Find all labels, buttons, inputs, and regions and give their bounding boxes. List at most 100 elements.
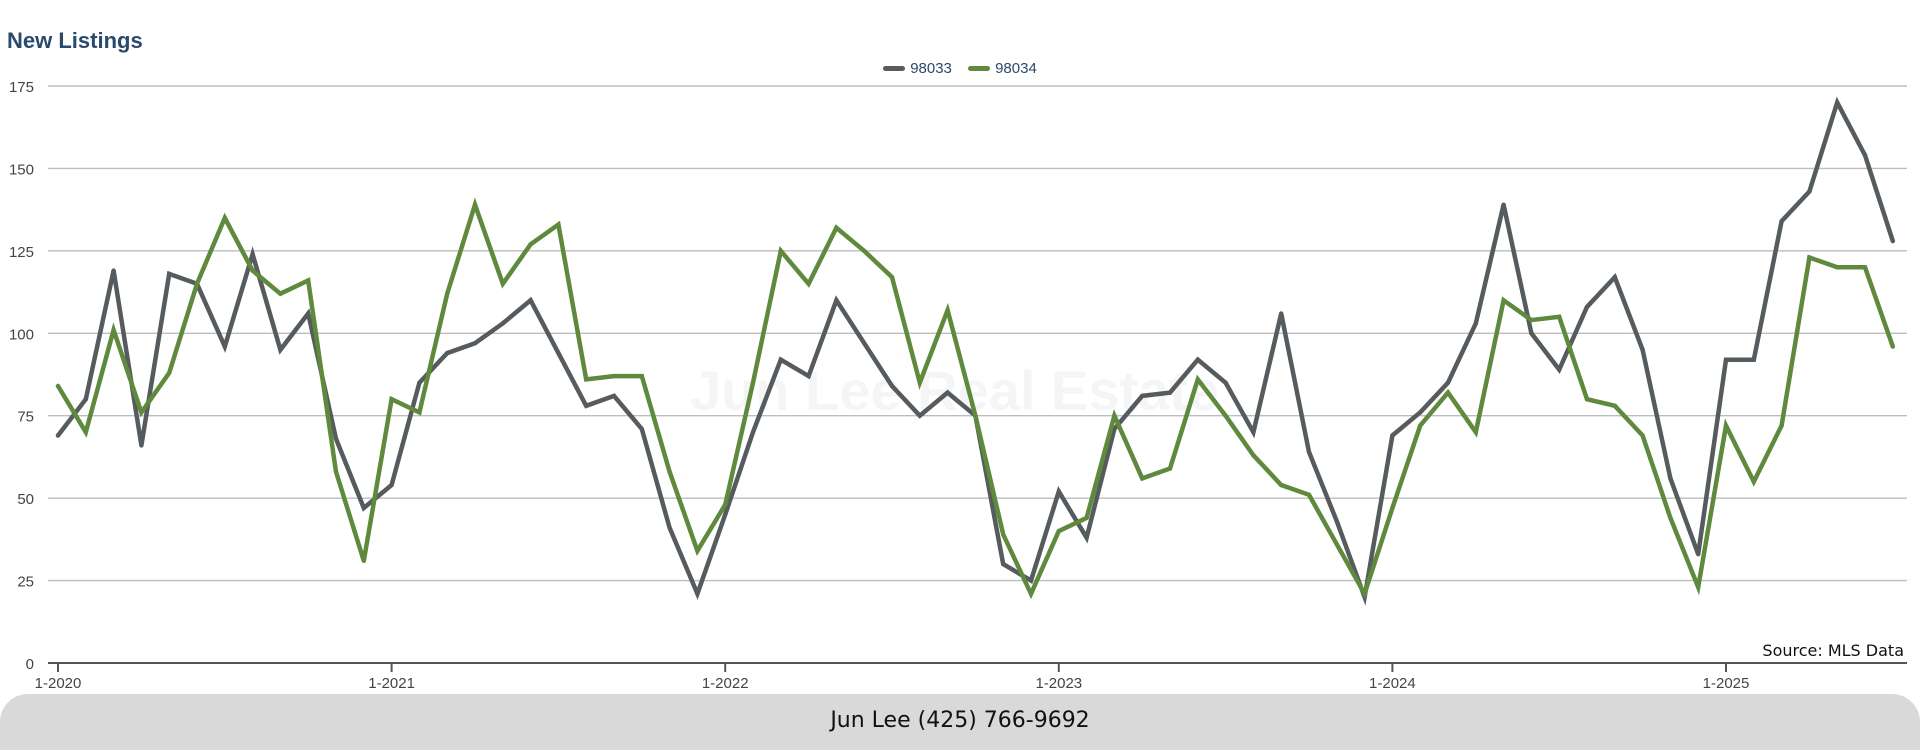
data-point-98033 xyxy=(1001,561,1006,567)
data-point-98033 xyxy=(862,341,867,346)
series-line-98033 xyxy=(55,96,1896,606)
data-point-98033 xyxy=(639,426,644,432)
data-point-98033 xyxy=(1862,153,1868,158)
data-point-98033 xyxy=(1251,430,1256,435)
data-point-98033 xyxy=(139,443,144,448)
data-point-98034 xyxy=(1112,413,1117,418)
data-point-98033 xyxy=(1306,449,1312,455)
data-point-98033 xyxy=(945,390,950,395)
footer-bar: Jun Lee (425) 766-9692 xyxy=(0,694,1920,750)
data-point-98033 xyxy=(1418,410,1423,415)
data-point-98034 xyxy=(1612,403,1618,408)
data-point-98033 xyxy=(1529,331,1534,336)
data-point-98033 xyxy=(361,505,366,511)
data-point-98033 xyxy=(1195,357,1201,362)
data-point-98033 xyxy=(167,271,172,277)
data-point-98033 xyxy=(1028,578,1034,583)
data-point-98033 xyxy=(83,397,89,402)
data-point-98034 xyxy=(862,248,867,254)
data-point-98033 xyxy=(111,268,116,273)
data-point-98034 xyxy=(361,558,366,563)
data-point-98034 xyxy=(167,370,172,376)
x-tick-label: 1-2020 xyxy=(35,675,82,692)
data-point-98034 xyxy=(806,281,811,286)
data-point-98033 xyxy=(1584,304,1590,310)
data-point-98033 xyxy=(1640,347,1645,352)
data-point-98034 xyxy=(1028,591,1034,596)
data-point-98034 xyxy=(528,242,533,247)
data-point-98033 xyxy=(889,383,895,389)
legend-label-98033: 98033 xyxy=(910,60,952,77)
data-point-98034 xyxy=(1668,515,1673,521)
legend-item-98033[interactable]: 98033 xyxy=(883,60,952,77)
data-point-98033 xyxy=(1807,189,1812,194)
data-point-98034 xyxy=(1640,433,1645,438)
source-note: Source: MLS Data xyxy=(1762,641,1904,660)
data-point-98033 xyxy=(1445,380,1451,385)
data-point-98034 xyxy=(389,397,394,402)
legend-swatch-98034 xyxy=(968,66,991,71)
y-tick-label: 175 xyxy=(9,79,34,96)
data-point-98033 xyxy=(1390,433,1395,438)
data-point-98034 xyxy=(278,291,283,296)
data-point-98033 xyxy=(1557,367,1562,372)
series-line-98034 xyxy=(55,197,1896,600)
legend-label-98034: 98034 xyxy=(995,60,1037,77)
data-point-98034 xyxy=(1501,298,1506,303)
data-point-98034 xyxy=(1056,528,1062,534)
data-point-98033 xyxy=(445,350,450,356)
data-point-98034 xyxy=(194,281,200,286)
data-point-98033 xyxy=(778,357,783,362)
data-point-98033 xyxy=(250,252,255,257)
data-point-98034 xyxy=(1890,344,1896,349)
data-point-98034 xyxy=(945,308,950,313)
data-point-98033 xyxy=(1140,393,1145,399)
data-point-98034 xyxy=(1696,585,1701,590)
data-point-98034 xyxy=(639,373,644,379)
data-point-98034 xyxy=(973,413,978,418)
x-tick-label: 1-2021 xyxy=(368,675,415,692)
data-point-98033 xyxy=(556,350,561,356)
data-point-98034 xyxy=(333,469,339,474)
data-point-98034 xyxy=(1223,413,1228,418)
data-point-98034 xyxy=(750,380,756,385)
data-point-98034 xyxy=(83,430,89,435)
data-point-98033 xyxy=(1223,380,1228,385)
y-tick-label: 125 xyxy=(9,244,34,261)
data-point-98033 xyxy=(1279,311,1284,316)
data-point-98034 xyxy=(611,373,617,379)
data-point-98033 xyxy=(667,525,672,530)
data-point-98033 xyxy=(306,311,311,316)
data-point-98034 xyxy=(1807,255,1812,260)
data-point-98033 xyxy=(1612,275,1618,280)
data-point-98033 xyxy=(1890,238,1896,244)
data-point-98034 xyxy=(778,248,783,254)
data-point-98033 xyxy=(417,380,422,385)
data-point-98034 xyxy=(584,377,589,382)
x-tick-label: 1-2025 xyxy=(1703,675,1750,692)
y-tick-label: 100 xyxy=(9,326,34,343)
data-point-98034 xyxy=(667,469,672,474)
data-point-98033 xyxy=(1723,357,1729,362)
data-point-98034 xyxy=(695,548,700,554)
data-point-98034 xyxy=(1279,482,1284,488)
line-chart: 0 25 50 75 100 125 150 175 1-2020 1-2021 1-2022 1-2… xyxy=(9,79,1907,692)
legend-item-98034[interactable]: 98034 xyxy=(968,60,1037,77)
data-point-98033 xyxy=(917,413,922,418)
x-tick-label: 1-2022 xyxy=(702,675,749,692)
footer-contact: Jun Lee (425) 766-9692 xyxy=(830,708,1090,733)
data-point-98034 xyxy=(1584,397,1590,402)
data-point-98033 xyxy=(1056,489,1062,494)
data-point-98034 xyxy=(306,278,311,283)
data-point-98034 xyxy=(1835,265,1840,270)
data-point-98034 xyxy=(1001,532,1006,537)
data-point-98034 xyxy=(1167,466,1173,471)
data-point-98033 xyxy=(472,341,478,346)
data-point-98034 xyxy=(1557,314,1562,319)
data-point-98034 xyxy=(445,291,450,296)
data-point-98033 xyxy=(723,512,728,517)
data-point-98034 xyxy=(1723,423,1729,428)
data-point-98033 xyxy=(333,436,339,441)
data-point-98034 xyxy=(1306,492,1312,497)
x-tick-label: 1-2023 xyxy=(1035,675,1082,692)
